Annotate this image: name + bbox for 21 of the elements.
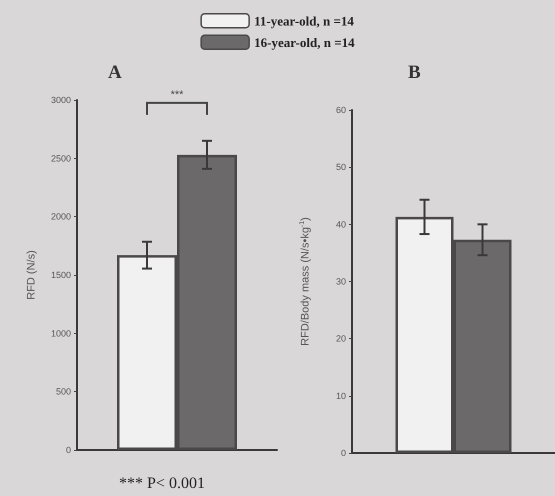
y-tick-label: 500 bbox=[56, 386, 71, 397]
y-tick-label: 30 bbox=[336, 276, 346, 286]
text: *** P< 0.001 bbox=[119, 475, 205, 492]
chart-title: B bbox=[408, 62, 421, 83]
y-tick-label: 20 bbox=[336, 334, 346, 344]
y-tick-label: 1500 bbox=[50, 270, 71, 280]
y-tick-label: 2000 bbox=[50, 212, 71, 222]
annotation: *** bbox=[170, 88, 184, 101]
y-tick-label: 10 bbox=[336, 390, 346, 401]
y-tick-label: 2500 bbox=[50, 153, 71, 164]
y-tick-label: 0 bbox=[340, 448, 346, 458]
y-tick-label: 50 bbox=[336, 162, 346, 172]
y-tick-label: 60 bbox=[336, 105, 346, 115]
legend-label: 11-year-old, n =14 bbox=[254, 13, 354, 28]
y-tick-label: 1000 bbox=[50, 328, 71, 338]
chart-title: A bbox=[108, 62, 122, 83]
y-tick-label: 0 bbox=[66, 445, 71, 455]
legend-label: 16-year-old, n =14 bbox=[254, 34, 356, 50]
y-tick-label: 3000 bbox=[50, 95, 71, 105]
y-tick-label: 40 bbox=[336, 219, 346, 230]
y-axis-title: RFD (N/s) bbox=[26, 250, 38, 300]
